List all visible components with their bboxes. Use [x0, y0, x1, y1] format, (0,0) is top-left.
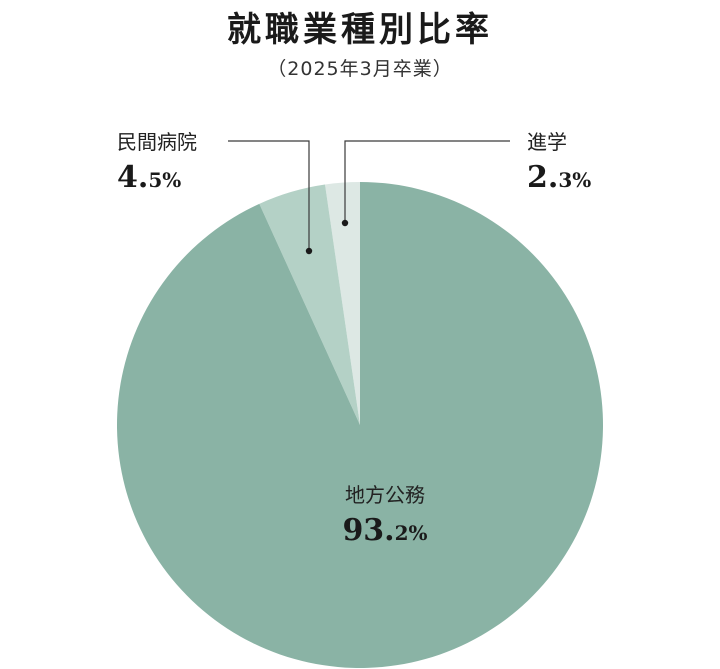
- leader-dot-0: [341, 219, 349, 227]
- chart-title: 就職業種別比率: [227, 10, 493, 50]
- slice-label-0: 進学: [527, 130, 567, 154]
- slice-labels: 進学 2.3% 民間病院 4.5% 地方公務 93.2%: [117, 130, 591, 548]
- leader-line-0: [344, 140, 510, 223]
- pie-slice-0: [325, 182, 360, 425]
- pie-slice-1: [259, 184, 360, 425]
- leader-dot-1: [305, 247, 313, 255]
- slice-label-1: 民間病院: [117, 130, 197, 154]
- leader-line-1: [228, 140, 310, 251]
- pie-slices: [117, 182, 604, 668]
- slice-value-2: 93.2%: [342, 513, 427, 548]
- slice-value-0: 2.3%: [527, 160, 591, 195]
- leader-lines: [228, 140, 510, 255]
- chart-subtitle: （2025年3月卒業）: [267, 58, 453, 80]
- slice-label-2: 地方公務: [345, 483, 425, 507]
- slice-value-1: 4.5%: [117, 160, 181, 195]
- pie-slice-2: [117, 182, 604, 668]
